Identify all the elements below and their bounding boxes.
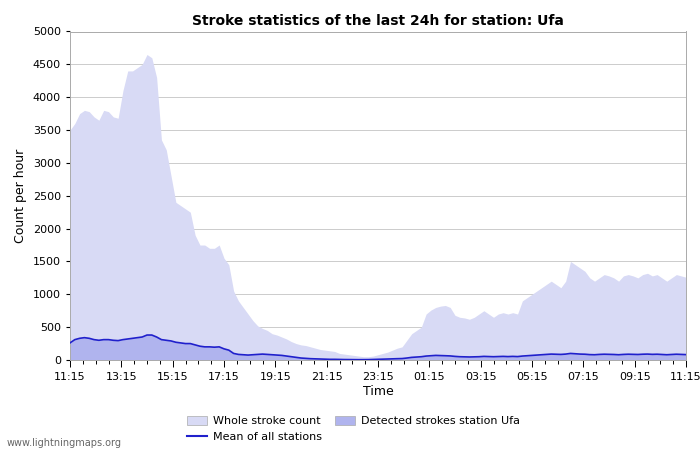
Y-axis label: Count per hour: Count per hour — [14, 148, 27, 243]
Title: Stroke statistics of the last 24h for station: Ufa: Stroke statistics of the last 24h for st… — [192, 14, 564, 27]
Text: www.lightningmaps.org: www.lightningmaps.org — [7, 438, 122, 448]
X-axis label: Time: Time — [363, 385, 393, 398]
Legend: Whole stroke count, Mean of all stations, Detected strokes station Ufa: Whole stroke count, Mean of all stations… — [183, 412, 524, 447]
